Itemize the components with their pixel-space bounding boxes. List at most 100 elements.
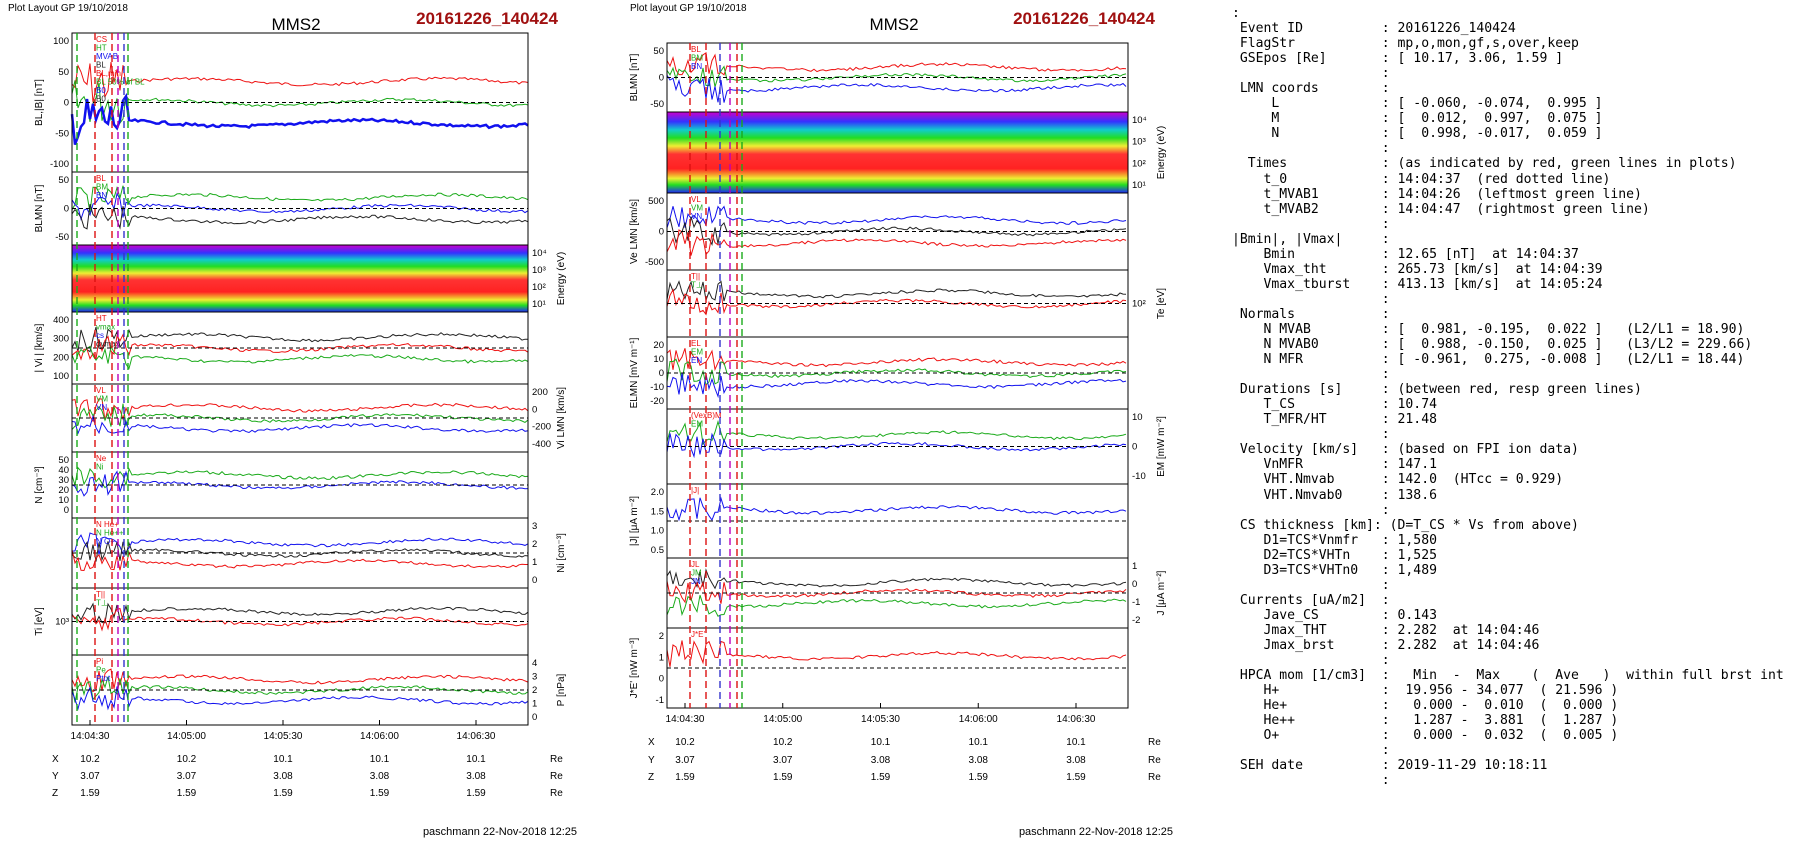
series-line (666, 51, 1127, 76)
y-tick-label: 10² (1132, 158, 1146, 169)
event-info-line: He++ : 1.287 - 3.881 ( 1.287 ) (1232, 713, 1619, 729)
event-info-line: : (1232, 66, 1390, 82)
legend-entry: VM (96, 395, 108, 404)
series-line (666, 229, 1127, 256)
coord-value: 10.2 (177, 754, 197, 765)
legend-entry: T⊥ (691, 281, 703, 290)
series-line (71, 532, 529, 556)
y-tick-label: 3 (532, 672, 537, 683)
coord-value: 10.1 (1066, 737, 1086, 748)
y-tick-label: 10¹ (1132, 180, 1146, 191)
series-line (71, 470, 529, 497)
y-tick-label: 1 (659, 652, 664, 663)
legend-entry: VL (96, 386, 106, 395)
event-info-line: N MFR : [ -0.961, 0.275, -0.008 ] (L2/L1… (1232, 352, 1745, 368)
y-axis-label: Ve LMN [km/s] (629, 199, 640, 264)
legend-entry: vmax (96, 323, 115, 332)
legend-entry: cs (96, 331, 104, 340)
legend-entry: Ni (96, 463, 104, 472)
y-axis-label: | Vi | [km/s] (34, 323, 45, 372)
coord-value: 1.59 (871, 772, 891, 783)
legend-entry: BN (691, 62, 702, 71)
legend-entry: Ptot (96, 674, 111, 683)
event-info-line: Velocity [km/s] : (based on FPI ion data… (1232, 442, 1579, 458)
event-info-line: O+ : 0.000 - 0.032 ( 0.005 ) (1232, 728, 1619, 744)
event-info-line: VnMFR : 147.1 (1232, 457, 1437, 473)
series-line (71, 185, 529, 213)
coord-value: 10.2 (80, 754, 100, 765)
series-line (666, 348, 1127, 372)
legend-entry: VM (691, 204, 703, 213)
y-tick-label: 0 (532, 575, 537, 586)
y-tick-label: 1 (532, 557, 537, 568)
event-info-line: Jmax_THT : 2.282 at 14:04:46 (1232, 622, 1540, 638)
y-axis-label: ELMN [mV m⁻¹] (629, 337, 640, 408)
legend-entry: BM (691, 54, 703, 63)
series-line (71, 540, 529, 562)
coord-value: 1.59 (1066, 772, 1086, 783)
plot-left: Plot Layout GP 19/10/2018 MMS2 20161226_14… (8, 3, 577, 838)
y-tick-label: 1.0 (651, 526, 664, 537)
event-title: 20161226_140424 (416, 9, 558, 28)
panel-frame (666, 483, 1129, 559)
y-tick-label: 50 (58, 67, 69, 78)
coord-value: 10.2 (675, 737, 695, 748)
legend-entry: (VexB)M (691, 411, 722, 420)
x-tick-label: 14:05:30 (264, 731, 303, 742)
event-info-line: : (1232, 773, 1390, 789)
coord-unit: Re (1148, 755, 1161, 766)
event-info-line: Event ID : 20161226_140424 (1232, 21, 1516, 37)
series-line (666, 640, 1127, 667)
legend-entry: JL (691, 560, 700, 569)
legend-entry: dvmax (96, 340, 120, 349)
event-info-line: Currents [uA/m2] : (1232, 592, 1390, 608)
coord-label: X (648, 737, 655, 748)
coord-value: 3.07 (773, 755, 793, 766)
event-info-line: SEH date : 2019-11-29 10:18:11 (1232, 758, 1548, 774)
y-tick-label: 0 (659, 227, 664, 238)
panel-7: 10³ Ti [eV] T||T⊥ (34, 587, 529, 656)
event-info-line: M : [ 0.012, 0.997, 0.075 ] (1232, 111, 1603, 127)
y-tick-label: 10 (653, 354, 664, 365)
y-tick-label: 2 (532, 539, 537, 550)
y-tick-label: 200 (532, 387, 548, 398)
y-tick-label: 10 (1132, 412, 1143, 423)
series-line (666, 372, 1127, 399)
y-tick-label: 0 (64, 98, 69, 109)
y-axis-label: |J| [μA m⁻²] (629, 496, 640, 546)
event-info-line: D1=TCS*Vnmfr : 1,580 (1232, 532, 1437, 548)
y-tick-label: -2 (1132, 615, 1140, 626)
y-tick-label: 0 (1132, 579, 1137, 590)
panel-8: 2 1 0 -1 J*E' [nW m⁻³] J*E' (629, 627, 1129, 709)
y-axis-label: J*E' [nW m⁻³] (629, 638, 640, 699)
y-tick-label: 10 (58, 495, 69, 506)
series-line (666, 496, 1127, 522)
panel-2: 10⁴ 10³ 10² 10¹ Energy (eV) (71, 244, 567, 313)
y-axis-label: J [μA m⁻²] (1156, 570, 1167, 615)
y-tick-label: 300 (53, 334, 69, 345)
y-tick-label: 2.0 (651, 487, 664, 498)
series-line (666, 595, 1127, 617)
y-tick-label: 2 (659, 631, 664, 642)
coord-value: 1.59 (273, 788, 293, 799)
series-line (71, 204, 529, 230)
event-info-line: t_MVAB1 : 14:04:26 (leftmost green line) (1232, 186, 1642, 202)
series-line (71, 668, 529, 693)
series-line (71, 602, 529, 625)
coord-value: 10.1 (273, 754, 293, 765)
legend-entry: BL,min (96, 69, 121, 78)
y-tick-label: 30 (58, 475, 69, 486)
legend-entry: VN (691, 212, 702, 221)
legend-entry: |J| (691, 486, 699, 495)
panel-1: 10⁴ 10³ 10² 10¹ Energy (eV) (666, 111, 1167, 194)
coord-unit: Re (550, 788, 563, 799)
series-line (666, 432, 1127, 459)
event-info-line: D2=TCS*VHTn : 1,525 (1232, 547, 1437, 563)
y-tick-label: 1 (532, 699, 537, 710)
event-info-line: : (1232, 6, 1240, 21)
y-tick-label: 3 (532, 521, 537, 532)
y-tick-label: 100 (53, 371, 69, 382)
event-title: 20161226_140424 (1013, 9, 1155, 28)
